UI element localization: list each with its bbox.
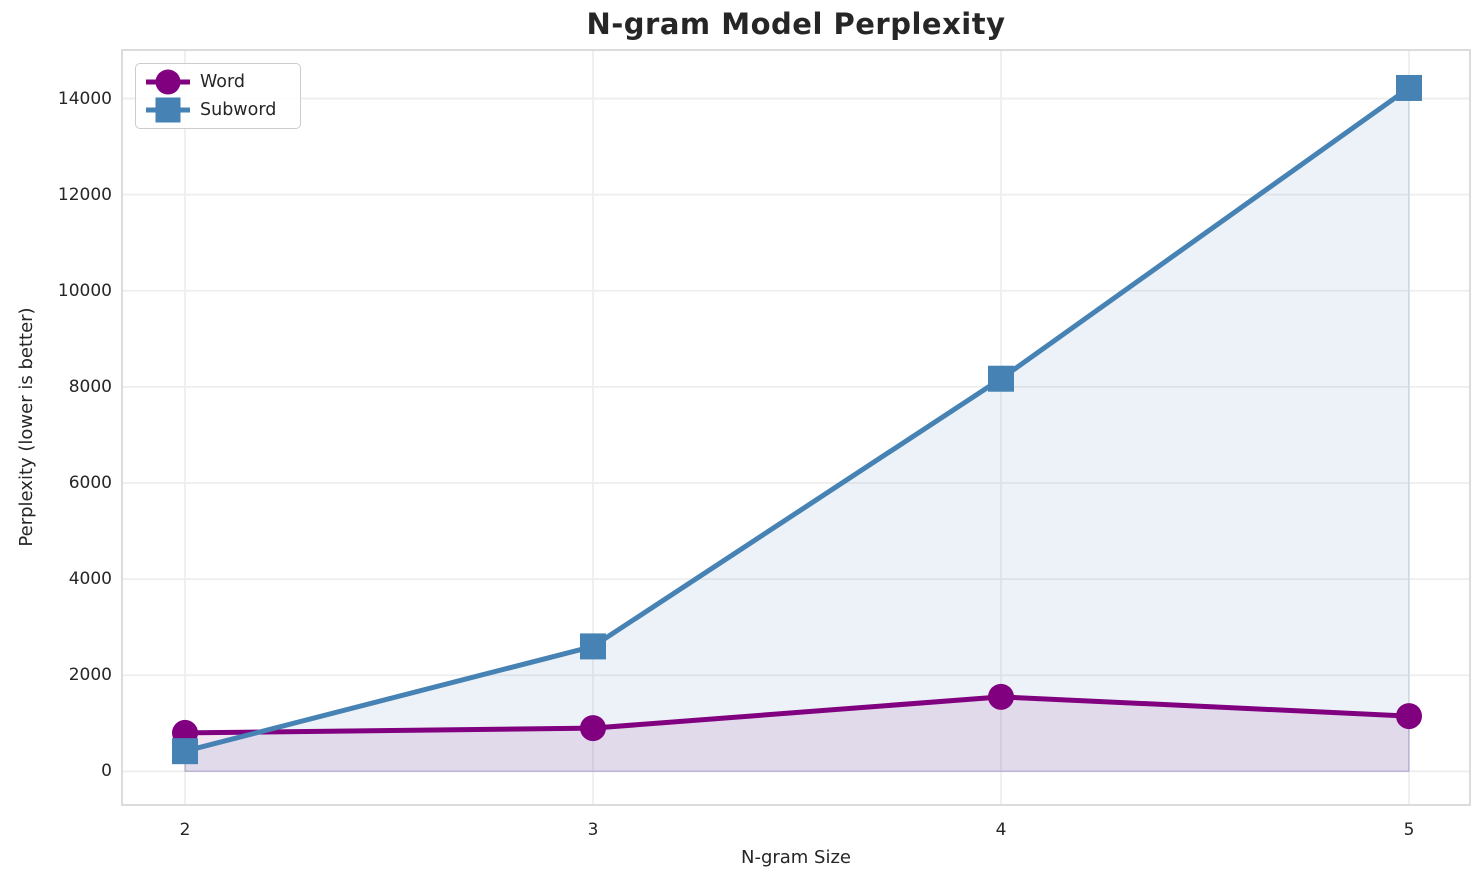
legend-entry-subword: Subword xyxy=(145,96,291,124)
y-tick-label: 14000 xyxy=(57,88,112,109)
x-tick-label: 3 xyxy=(587,820,599,840)
legend: Word Subword xyxy=(135,63,301,129)
y-tick-label: 8000 xyxy=(68,376,112,397)
legend-circle-marker-icon xyxy=(146,69,190,95)
marker-word xyxy=(988,683,1015,710)
legend-square-marker-icon xyxy=(146,97,190,123)
x-tick-label: 5 xyxy=(1403,820,1415,840)
legend-entry-word: Word xyxy=(145,68,291,96)
y-tick-label: 12000 xyxy=(57,184,112,205)
x-tick-label: 4 xyxy=(995,820,1007,840)
series-line-word xyxy=(182,694,1412,736)
y-tick-label: 10000 xyxy=(57,280,112,301)
marker-word xyxy=(579,715,606,742)
legend-label: Word xyxy=(200,72,245,92)
y-axis-label: Perplexity (lower is better) xyxy=(16,307,37,547)
area-fill-subword xyxy=(184,86,1410,773)
x-tick-label: 2 xyxy=(179,820,191,840)
y-tick-label: 4000 xyxy=(68,569,112,590)
chart-title: N-gram Model Perplexity xyxy=(586,7,1006,41)
legend-label: Subword xyxy=(200,100,277,120)
y-tick-label: 0 xyxy=(101,761,112,782)
marker-word xyxy=(1396,703,1423,730)
plot-frame xyxy=(121,49,1471,806)
x-axis-label: N-gram Size xyxy=(740,847,852,868)
marker-subword xyxy=(1396,74,1423,101)
y-tick-label: 2000 xyxy=(68,665,112,686)
marker-subword xyxy=(579,633,606,660)
marker-subword xyxy=(988,365,1015,392)
marker-subword xyxy=(171,738,198,765)
series-line-subword xyxy=(182,85,1412,754)
y-tick-label: 6000 xyxy=(68,473,112,493)
